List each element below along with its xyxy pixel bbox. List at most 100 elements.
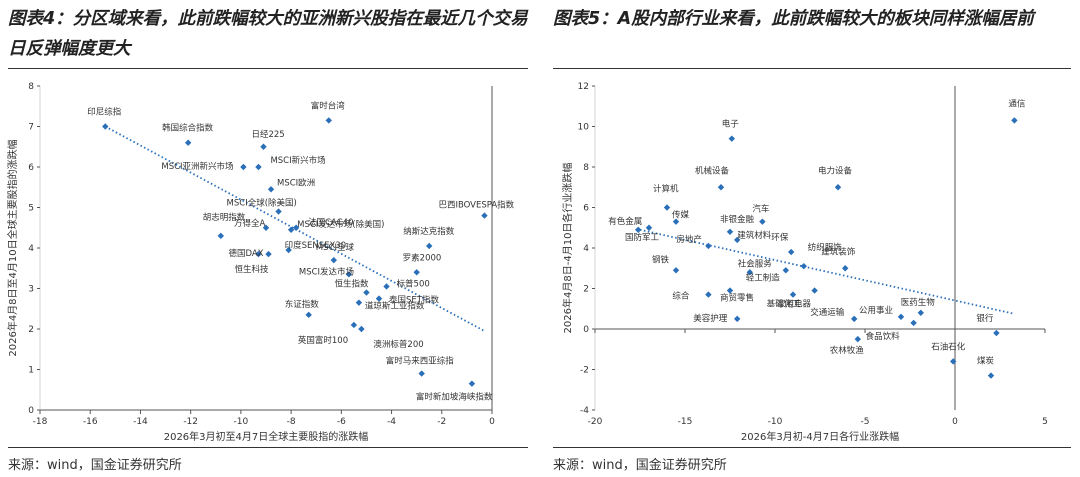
fig4-point-marker <box>350 321 358 329</box>
fig4-point-marker <box>383 283 390 290</box>
fig4-point-marker <box>255 250 262 258</box>
fig4-x-tick-label: -12 <box>183 417 198 427</box>
fig4-point-label: MSCI全球(除美国) <box>227 198 297 209</box>
fig4-point-label: MSCI亚洲新兴市场 <box>161 161 233 172</box>
fig4-point-label: 澳洲标普200 <box>373 339 423 350</box>
fig5-y-axis-title: 2026年4月8日-4月10日各行业涨跌幅 <box>561 163 574 334</box>
fig5-point-marker <box>842 265 849 272</box>
fig5-x-tick-label: 0 <box>952 417 958 427</box>
fig5-point-marker <box>800 263 807 270</box>
fig5-point-label: 传媒 <box>672 210 690 221</box>
fig5-point-marker <box>672 218 680 225</box>
fig5-point-marker <box>811 287 818 294</box>
fig4-point-label: 道琼斯工业指数 <box>365 301 425 312</box>
fig5-point-marker <box>993 329 1000 337</box>
fig5-point-label: 综合 <box>672 291 690 302</box>
fig5-point-marker <box>717 184 725 191</box>
figure4-title: 图表4：分区域来看，此前跌幅较大的亚洲新兴股指在最近几个交易日反弹幅度更大 <box>8 9 528 59</box>
fig4-axes: -18 -16 -14 -12 -10 -8 -6 -4 -2 0 0 1 2 3 4 5 6 7 8 <box>28 82 495 427</box>
fig5-x-tick-label: -5 <box>861 417 870 427</box>
fig4-y-tick-label: 8 <box>28 82 34 92</box>
fig4-point-marker <box>418 370 425 377</box>
fig4-point-marker <box>481 212 488 219</box>
fig4-point-marker <box>217 232 224 240</box>
fig5-point-marker <box>672 267 680 274</box>
fig4-point-marker <box>102 123 109 130</box>
fig5-y-tick-label: 12 <box>578 82 589 92</box>
fig4-y-tick-label: 0 <box>28 406 34 416</box>
fig4-point-label: 泰国SET指数 <box>389 295 439 306</box>
fig4-x-tick-label: -14 <box>133 417 148 427</box>
fig4-point-label: MSCI发达市场 <box>299 266 354 277</box>
fig5-y-tick-label: 2 <box>583 285 589 295</box>
fig4-point-label: 富时台湾 <box>311 100 346 111</box>
fig4-x-tick-label: -18 <box>33 417 48 427</box>
fig5-point-label: 计算机 <box>653 184 679 195</box>
fig4-point-label: 印尼综指 <box>87 107 122 118</box>
figure5-bottom-rule <box>553 447 1071 448</box>
fig4-x-tick-label: -16 <box>83 417 98 427</box>
fig4-point-label: MSCI新兴市场 <box>270 155 325 166</box>
fig4-y-tick-label: 2 <box>28 325 34 335</box>
fig4-point-marker <box>184 139 192 146</box>
fig5-point-label: 纺织服饰 <box>808 242 843 253</box>
fig4-point-marker <box>292 224 300 231</box>
fig5-point-label: 医药生物 <box>901 297 936 308</box>
fig5-point-label: 基础化工 <box>767 299 802 310</box>
figure4-bottom-rule <box>8 447 528 448</box>
fig4-x-tick-label: -10 <box>234 417 249 427</box>
fig4-point-label: 胡志明指数 <box>203 212 246 223</box>
fig5-point-marker <box>728 135 735 142</box>
fig5-point-marker <box>726 287 734 294</box>
fig4-point-label: 德国DAX <box>228 248 263 259</box>
fig4-point-label: 万得全A <box>234 218 266 229</box>
fig5-y-tick-label: 0 <box>583 325 589 335</box>
fig5-point-marker <box>851 315 858 323</box>
fig4-point-marker <box>330 256 337 264</box>
fig5-point-marker <box>759 218 766 225</box>
fig5-x-tick-label: 5 <box>1042 417 1048 427</box>
fig4-y-tick-label: 1 <box>28 366 34 376</box>
fig5-point-marker <box>910 319 917 327</box>
fig4-point-marker <box>240 163 247 171</box>
fig5-point-label: 煤炭 <box>977 356 995 367</box>
fig5-x-tick-label: -10 <box>768 417 783 427</box>
fig5-point-marker <box>705 242 712 250</box>
fig5-point-label: 美容护理 <box>693 313 728 324</box>
fig4-y-tick-label: 5 <box>28 204 34 214</box>
fig4-x-tick-label: -4 <box>387 417 396 427</box>
fig5-y-tick-label: 6 <box>583 204 589 214</box>
fig5-point-label: 通信 <box>1008 98 1026 109</box>
fig4-x-tick-label: -2 <box>437 417 446 427</box>
fig5-point-marker <box>788 248 795 256</box>
fig5-point-label: 汽车 <box>752 204 769 215</box>
fig4-point-marker <box>358 325 365 333</box>
fig5-point-marker <box>645 224 653 231</box>
figure4-scatter-chart: -18 -16 -14 -12 -10 -8 -6 -4 -2 0 0 1 2 3 4 5 6 7 8 2026年3月… <box>6 82 515 443</box>
fig5-point-label: 环保 <box>771 232 789 243</box>
figure5-source: 来源：wind，国金证券研究所 <box>553 458 727 473</box>
fig4-point-marker <box>413 269 420 276</box>
fig4-point-label: 富时新加坡海峡指数 <box>416 392 493 403</box>
fig5-x-tick-label: -15 <box>678 417 693 427</box>
fig5-point-marker <box>782 267 789 274</box>
fig4-point-marker <box>345 271 353 278</box>
fig4-point-marker <box>275 208 282 215</box>
fig5-point-label: 商贸零售 <box>720 293 754 304</box>
fig4-point-marker <box>375 295 383 302</box>
fig5-y-tick-label: 4 <box>583 244 589 254</box>
fig4-point-label: 东证指数 <box>285 299 320 310</box>
fig4-point-label: MSCI发达市场(除美国) <box>297 219 384 230</box>
fig4-point-label: 法国CAC40 <box>308 217 353 228</box>
fig4-point-marker <box>325 117 332 124</box>
fig5-x-tick-label: -20 <box>588 417 603 427</box>
fig4-y-axis-title: 2026年4月8日至4月10日全球主要股指的涨跌幅 <box>6 139 19 356</box>
fig5-y-tick-label: 8 <box>583 163 589 173</box>
fig5-point-marker <box>897 313 905 321</box>
fig5-point-label: 国防军工 <box>625 232 660 243</box>
fig5-point-label: 电子 <box>722 119 740 130</box>
fig5-point-label: 建筑材料 <box>737 230 772 241</box>
fig5-point-marker <box>734 315 741 323</box>
